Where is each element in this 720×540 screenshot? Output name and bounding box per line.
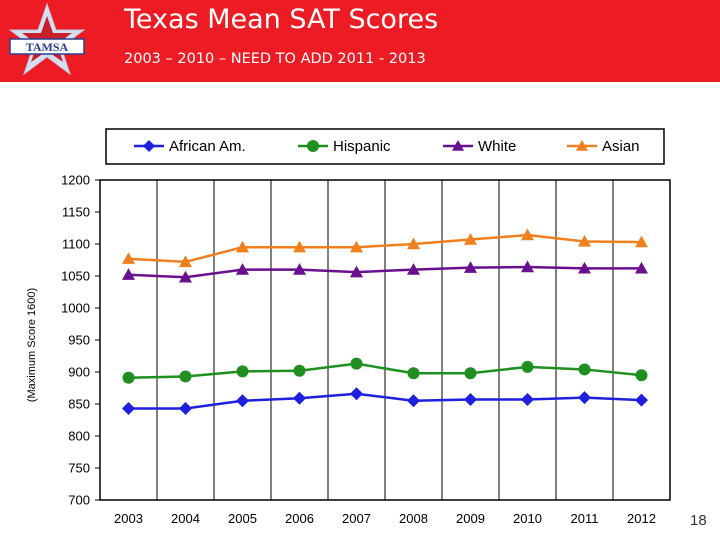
y-tick-label: 1150	[62, 205, 90, 220]
series-line	[128, 233, 642, 264]
page-subtitle: 2003 – 2010 – NEED TO ADD 2011 - 2013	[124, 51, 426, 67]
data-point	[122, 401, 135, 415]
data-point	[521, 228, 534, 241]
tamsa-logo-text: TAMSA	[26, 40, 69, 54]
data-point	[122, 252, 135, 264]
data-point	[407, 367, 420, 380]
data-point	[350, 357, 363, 370]
data-point	[350, 240, 363, 253]
series-line	[128, 265, 642, 279]
data-point	[464, 393, 477, 407]
y-tick-label: 1000	[61, 301, 90, 316]
data-point	[293, 240, 306, 253]
data-point	[578, 234, 591, 247]
legend-label: African Am.	[169, 138, 246, 155]
data-point	[635, 235, 648, 248]
page-number: 18	[690, 512, 707, 529]
y-axis-label: (Maximum Score 1600)	[26, 288, 38, 402]
x-tick-label: 2006	[285, 511, 314, 526]
data-point	[350, 265, 363, 278]
y-tick-label: 1100	[62, 237, 90, 252]
data-point	[293, 364, 306, 377]
data-point	[635, 261, 648, 274]
data-point	[236, 240, 249, 253]
data-point	[521, 260, 534, 273]
legend-marker	[576, 140, 588, 151]
x-tick-label: 2007	[342, 511, 371, 526]
grid	[156, 180, 614, 500]
legend-label: Hispanic	[333, 138, 391, 155]
data-point	[350, 387, 363, 401]
legend: African Am. Hispanic White Asian	[105, 128, 665, 165]
x-tick-label: 2011	[571, 511, 599, 526]
legend-marker	[307, 140, 319, 152]
data-point	[407, 237, 420, 250]
data-point	[464, 261, 477, 273]
svg-text:TAMSA: TAMSA	[26, 40, 69, 54]
legend-marker	[452, 140, 464, 151]
data-point	[578, 261, 591, 274]
axes: 700 750 800 850 900 950 1000 1050 1100 1150 1200 20…	[61, 173, 671, 526]
data-point	[179, 370, 192, 383]
data-point	[635, 369, 648, 382]
series-line	[128, 392, 642, 410]
data-point	[521, 393, 534, 407]
data-point	[122, 371, 135, 384]
data-point	[236, 365, 249, 378]
legend-label: White	[478, 138, 516, 155]
y-tick-label: 850	[68, 397, 90, 412]
page-title: Texas Mean SAT Scores	[124, 4, 439, 35]
series-line	[128, 362, 642, 380]
y-tick-label: 950	[68, 333, 90, 348]
y-tick-label: 700	[68, 493, 90, 508]
data-point	[293, 263, 306, 275]
data-point	[407, 394, 420, 408]
y-tick-label: 900	[68, 365, 90, 380]
data-point	[521, 360, 534, 373]
data-point	[236, 394, 249, 408]
x-tick-label: 2012	[627, 511, 656, 526]
data-point	[236, 263, 249, 275]
y-tick-label: 1050	[61, 269, 90, 284]
data-point	[578, 391, 591, 405]
y-tick-label: 800	[68, 429, 90, 444]
data-point	[407, 263, 420, 275]
y-tick-label: 1200	[61, 173, 90, 188]
tamsa-star-logo	[8, 2, 86, 76]
x-tick-label: 2010	[513, 511, 542, 526]
x-tick-label: 2009	[456, 511, 485, 526]
x-tick-label: 2008	[399, 511, 428, 526]
data-point	[293, 391, 306, 405]
data-point	[464, 367, 477, 380]
data-point	[635, 393, 648, 407]
y-tick-label: 750	[68, 461, 90, 476]
legend-label: Asian	[602, 138, 640, 155]
series	[122, 228, 648, 415]
data-point	[179, 255, 192, 268]
x-tick-label: 2003	[114, 511, 143, 526]
data-point	[179, 270, 192, 283]
header-banner: TAMSA Texas Mean SAT Scores 2003 – 2010 …	[0, 0, 720, 82]
data-point	[578, 363, 591, 376]
data-point	[464, 233, 477, 245]
x-tick-label: 2005	[228, 511, 257, 526]
x-tick-label: 2004	[171, 511, 200, 526]
data-point	[122, 268, 135, 280]
data-point	[179, 401, 192, 415]
legend-marker	[143, 140, 155, 152]
